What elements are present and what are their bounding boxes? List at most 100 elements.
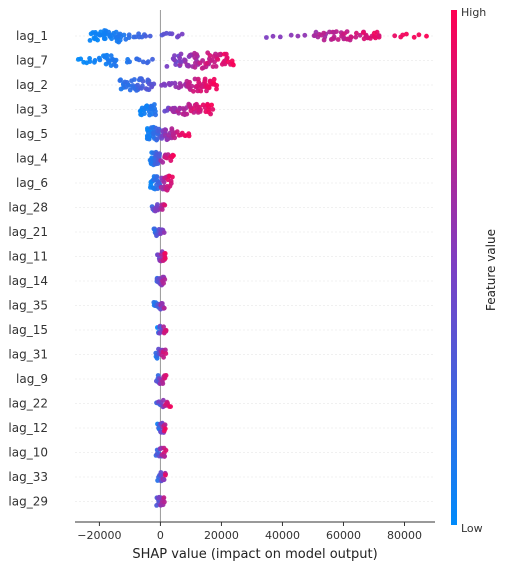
data-point xyxy=(392,33,398,39)
feature-label: lag_29 xyxy=(8,495,48,509)
colorbar xyxy=(451,10,457,525)
data-point xyxy=(154,174,160,180)
data-point xyxy=(230,61,236,67)
feature-label: lag_9 xyxy=(16,372,48,386)
x-tick-label: 80000 xyxy=(387,529,422,542)
feature-label: lag_1 xyxy=(16,29,48,43)
data-point xyxy=(170,174,175,180)
data-point xyxy=(212,59,217,65)
data-point xyxy=(159,301,165,306)
data-point xyxy=(163,347,168,353)
data-point xyxy=(213,64,219,69)
feature-label: lag_2 xyxy=(16,78,48,92)
data-point xyxy=(162,426,168,432)
data-point xyxy=(210,107,216,112)
data-point xyxy=(172,106,178,111)
data-point xyxy=(163,351,169,356)
feature-label: lag_22 xyxy=(8,397,48,411)
data-point xyxy=(127,59,132,65)
feature-label: lag_7 xyxy=(16,54,48,68)
data-point xyxy=(186,133,192,139)
data-point xyxy=(187,102,193,108)
data-point xyxy=(177,106,183,112)
data-point xyxy=(207,58,213,64)
feature-label: lag_12 xyxy=(8,421,48,435)
data-point xyxy=(161,230,167,236)
data-point xyxy=(150,56,155,62)
data-point xyxy=(154,136,160,142)
data-point xyxy=(360,30,366,35)
data-point xyxy=(140,83,145,89)
x-axis-label: SHAP value (impact on model output) xyxy=(132,547,377,562)
data-point xyxy=(162,251,168,256)
feature-label: lag_14 xyxy=(8,274,48,288)
data-point xyxy=(207,53,213,58)
data-point xyxy=(176,33,182,39)
feature-label: lag_31 xyxy=(8,348,48,362)
data-point xyxy=(192,55,198,60)
feature-label: lag_21 xyxy=(8,225,48,239)
data-point xyxy=(162,277,168,282)
data-point xyxy=(104,52,110,58)
data-point xyxy=(172,80,178,86)
data-point xyxy=(162,453,168,459)
data-point xyxy=(168,158,174,164)
data-point xyxy=(264,35,269,40)
data-point xyxy=(221,59,227,65)
x-ticks: −20000 0 20000 40000 60000 80000 xyxy=(77,522,422,542)
data-point xyxy=(153,109,158,114)
data-point xyxy=(277,34,283,40)
feature-labels: lag_1 lag_7 lag_2 lag_3 lag_5 lag_4 lag_6 lag_2… xyxy=(8,29,48,509)
data-point xyxy=(168,404,174,409)
data-point xyxy=(198,107,203,113)
data-point xyxy=(198,88,204,94)
data-point xyxy=(329,36,335,42)
data-point xyxy=(181,107,187,113)
data-point xyxy=(302,32,308,38)
data-point xyxy=(162,499,167,505)
data-point xyxy=(312,33,318,38)
data-point xyxy=(147,33,153,39)
data-point xyxy=(178,51,184,57)
data-point xyxy=(97,32,103,38)
data-point xyxy=(206,109,212,115)
data-point xyxy=(161,324,167,330)
data-point xyxy=(106,29,112,35)
data-point xyxy=(288,32,294,38)
data-point xyxy=(145,59,151,65)
data-point xyxy=(158,470,164,475)
data-point xyxy=(331,30,337,35)
data-point xyxy=(162,83,168,88)
data-point xyxy=(113,57,119,63)
data-point xyxy=(270,33,276,39)
data-point xyxy=(214,86,219,92)
data-point xyxy=(117,31,123,37)
data-point xyxy=(197,60,203,66)
data-point xyxy=(136,57,142,63)
data-point xyxy=(160,397,166,403)
data-point xyxy=(368,36,373,41)
data-point xyxy=(207,79,213,84)
feature-label: lag_5 xyxy=(16,127,48,141)
data-point xyxy=(159,207,165,212)
data-point xyxy=(101,36,107,42)
data-point xyxy=(156,129,161,134)
data-point xyxy=(133,34,139,40)
data-point xyxy=(353,34,359,40)
data-point xyxy=(113,63,119,69)
colorbar-low-label: Low xyxy=(461,522,483,535)
data-point xyxy=(143,33,149,39)
data-point xyxy=(97,57,103,63)
x-tick-label: 40000 xyxy=(265,529,300,542)
data-point xyxy=(192,64,198,70)
data-point xyxy=(117,78,123,83)
data-point xyxy=(162,422,168,428)
data-point xyxy=(92,58,98,63)
data-point xyxy=(167,82,173,88)
data-point xyxy=(202,76,208,82)
feature-label: lag_6 xyxy=(16,176,48,190)
feature-label: lag_35 xyxy=(8,299,48,313)
data-point xyxy=(224,55,230,61)
data-point xyxy=(108,53,114,59)
